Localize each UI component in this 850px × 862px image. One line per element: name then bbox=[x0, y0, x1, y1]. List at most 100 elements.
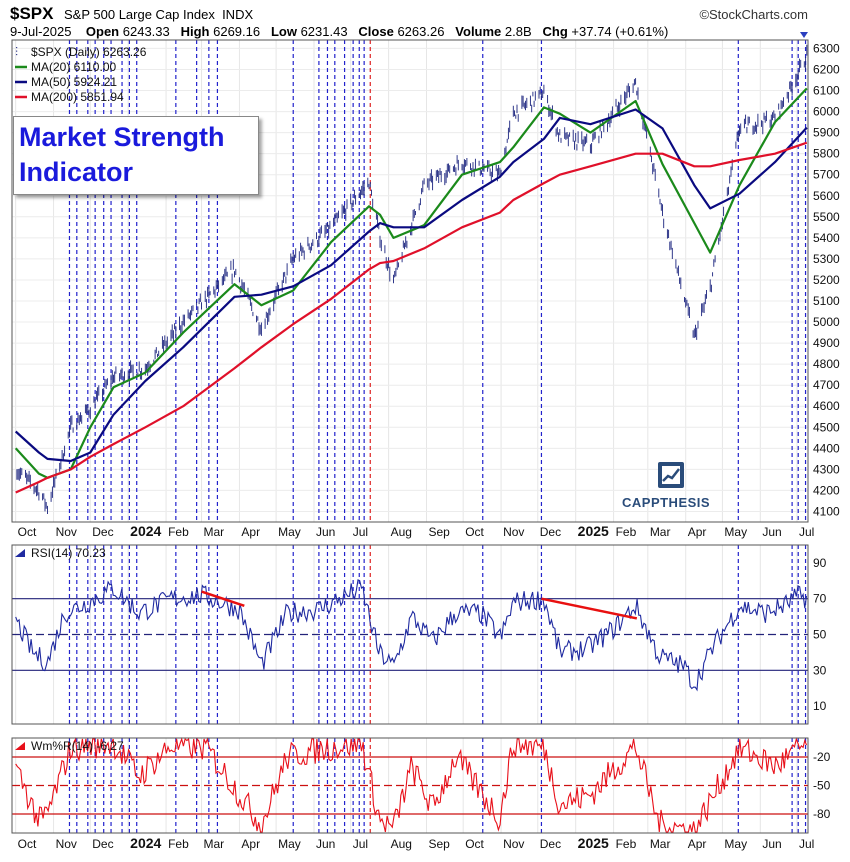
price-y-tick: 4300 bbox=[813, 462, 840, 476]
price-x-tick: Apr bbox=[241, 525, 260, 539]
price-x-tick: Nov bbox=[503, 525, 524, 539]
price-y-tick: 6200 bbox=[813, 62, 840, 76]
bottom-x-tick: Jul bbox=[353, 837, 368, 851]
open-label: Open bbox=[85, 24, 120, 39]
price-x-tick: Feb bbox=[168, 525, 189, 539]
open-value: 6243.33 bbox=[122, 24, 170, 39]
ma50-line bbox=[14, 108, 808, 463]
bottom-x-tick: 2025 bbox=[578, 835, 609, 851]
wpr-y-tick: -50 bbox=[813, 779, 831, 793]
ohlc-readout: 9-Jul-2025 Open 6243.33 High 6269.16 Low… bbox=[10, 24, 668, 39]
price-y-tick: 5300 bbox=[813, 252, 840, 266]
price-y-tick: 4400 bbox=[813, 441, 840, 455]
price-y-tick: 5500 bbox=[813, 210, 840, 224]
price-x-tick: May bbox=[724, 525, 747, 539]
price-x-tick: 2024 bbox=[130, 523, 161, 539]
price-y-tick: 4900 bbox=[813, 336, 840, 350]
volume-value: 2.8B bbox=[504, 24, 532, 39]
price-x-tick: Jun bbox=[316, 525, 335, 539]
price-y-tick: 4600 bbox=[813, 399, 840, 413]
price-y-tick: 4700 bbox=[813, 378, 840, 392]
price-x-tick: Dec bbox=[92, 525, 113, 539]
price-x-tick: Oct bbox=[18, 525, 37, 539]
rsi-panel-frame bbox=[11, 544, 809, 725]
price-x-tick: Nov bbox=[56, 525, 77, 539]
frames-layer bbox=[11, 39, 809, 834]
wpr-line bbox=[15, 737, 808, 833]
legend-spx: $SPX (Daily) 6263.26 bbox=[31, 45, 147, 59]
bottom-x-tick: Jun bbox=[762, 837, 781, 851]
rsi-line bbox=[15, 579, 808, 692]
bottom-x-tick: Feb bbox=[616, 837, 637, 851]
price-y-tick: 4500 bbox=[813, 420, 840, 434]
low-value: 6231.43 bbox=[300, 24, 348, 39]
price-y-tick: 4800 bbox=[813, 357, 840, 371]
bottom-x-tick: Apr bbox=[241, 837, 260, 851]
price-y-tick: 5400 bbox=[813, 231, 840, 245]
rsi-divergence-trendline bbox=[541, 597, 638, 620]
change-value: +37.74 (+0.61%) bbox=[571, 24, 669, 39]
bottom-x-tick: Jul bbox=[799, 837, 814, 851]
price-x-tick: Jun bbox=[762, 525, 781, 539]
rsi-legend-icon bbox=[15, 549, 25, 557]
price-y-tick: 4200 bbox=[813, 483, 840, 497]
price-panel-frame bbox=[11, 39, 809, 523]
bottom-x-tick: Nov bbox=[56, 837, 77, 851]
price-y-tick: 5600 bbox=[813, 189, 840, 203]
price-x-tick: Aug bbox=[391, 525, 412, 539]
change-label: Chg bbox=[542, 24, 568, 39]
price-y-tick: 6300 bbox=[813, 41, 840, 55]
price-y-tick: 5000 bbox=[813, 315, 840, 329]
bottom-x-tick: Sep bbox=[429, 837, 451, 851]
bottom-x-tick: Mar bbox=[204, 837, 225, 851]
price-x-tick: Oct bbox=[465, 525, 484, 539]
ma20-line bbox=[14, 87, 808, 479]
price-y-tick: 5800 bbox=[813, 147, 840, 161]
ma200-line bbox=[15, 141, 808, 494]
rsi-y-tick: 10 bbox=[813, 699, 827, 713]
wpr-legend-icon bbox=[15, 742, 25, 750]
exchange-code: INDX bbox=[222, 7, 254, 22]
bottom-x-tick: Nov bbox=[503, 837, 524, 851]
brand-watermark[interactable]: ©StockCharts.com bbox=[699, 7, 808, 22]
wpr-y-tick: -80 bbox=[813, 807, 831, 821]
low-label: Low bbox=[270, 24, 297, 39]
capp-logo-icon bbox=[658, 462, 684, 488]
bottom-x-tick: 2024 bbox=[130, 835, 161, 851]
price-x-tick: Jul bbox=[799, 525, 814, 539]
rsi-y-tick: 50 bbox=[813, 628, 827, 642]
bottom-x-tick: Oct bbox=[465, 837, 484, 851]
price-y-tick: 6100 bbox=[813, 84, 840, 98]
rsi-legend: RSI(14) 70.23 bbox=[31, 546, 106, 560]
bottom-x-tick: Oct bbox=[18, 837, 37, 851]
legend-spx-icon: ⫶ bbox=[15, 45, 18, 59]
close-value: 6263.26 bbox=[397, 24, 445, 39]
wpr-legend: Wm%R(14) -6.27 bbox=[31, 739, 124, 753]
annotation-box: Market Strength Indicator bbox=[13, 116, 259, 195]
bottom-x-tick: May bbox=[278, 837, 301, 851]
annotation-line-2: Indicator bbox=[19, 157, 134, 187]
rsi-y-tick: 30 bbox=[813, 663, 827, 677]
bottom-x-tick: Apr bbox=[688, 837, 707, 851]
high-label: High bbox=[180, 24, 210, 39]
volume-label: Volume bbox=[455, 24, 502, 39]
legend-ma50: MA(50) 5924.21 bbox=[31, 75, 117, 89]
price-x-tick: 2025 bbox=[578, 523, 609, 539]
bottom-x-tick: Dec bbox=[92, 837, 113, 851]
index-name: S&P 500 Large Cap Index INDX bbox=[64, 7, 253, 22]
legend-ma20: MA(20) 6110.00 bbox=[31, 60, 116, 74]
price-y-tick: 5700 bbox=[813, 168, 840, 182]
high-value: 6269.16 bbox=[213, 24, 261, 39]
rsi-y-tick: 70 bbox=[813, 592, 827, 606]
bottom-x-tick: Mar bbox=[650, 837, 671, 851]
price-x-tick: Feb bbox=[616, 525, 637, 539]
price-x-tick: Jul bbox=[353, 525, 368, 539]
price-x-tick: Mar bbox=[204, 525, 225, 539]
price-y-tick: 6000 bbox=[813, 105, 840, 119]
bottom-x-tick: Feb bbox=[168, 837, 189, 851]
bottom-x-tick: Jun bbox=[316, 837, 335, 851]
price-y-tick: 5900 bbox=[813, 126, 840, 140]
annotation-line-1: Market Strength bbox=[19, 122, 225, 152]
bottom-x-tick: Dec bbox=[540, 837, 561, 851]
bottom-x-tick: May bbox=[724, 837, 747, 851]
